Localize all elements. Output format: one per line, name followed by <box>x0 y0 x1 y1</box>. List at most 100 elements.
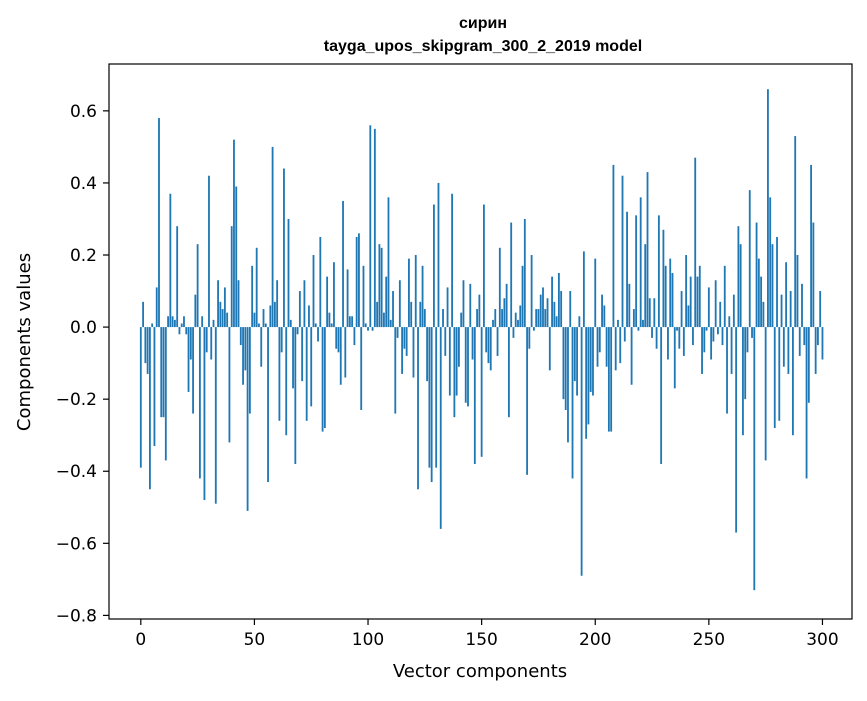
bar-18 <box>180 323 183 328</box>
bar-29 <box>205 327 208 353</box>
bar-179 <box>546 298 549 328</box>
bar-188 <box>567 327 569 443</box>
bar-47 <box>246 327 249 511</box>
bar-255 <box>719 301 722 328</box>
bar-197 <box>587 327 590 425</box>
bar-68 <box>294 327 297 465</box>
bar-67 <box>292 327 294 389</box>
bar-81 <box>323 327 326 428</box>
bar-263 <box>737 226 740 328</box>
bar-6 <box>153 327 156 447</box>
y-tick-label: −0.8 <box>56 606 97 626</box>
bar-266 <box>744 327 747 400</box>
bar-184 <box>557 273 560 328</box>
bar-213 <box>623 327 626 342</box>
bar-15 <box>173 319 176 328</box>
bar-236 <box>676 327 678 331</box>
bar-21 <box>187 327 190 392</box>
bar-177 <box>542 287 544 328</box>
bar-278 <box>771 244 774 328</box>
bar-234 <box>671 273 674 328</box>
x-tick-label: 150 <box>465 630 497 650</box>
bar-142 <box>462 280 465 328</box>
bar-207 <box>610 327 613 432</box>
bar-282 <box>780 294 783 328</box>
bar-120 <box>412 327 415 378</box>
bar-34 <box>217 280 219 328</box>
bar-281 <box>778 327 781 421</box>
bar-96 <box>358 233 360 328</box>
bar-23 <box>192 327 194 414</box>
bar-44 <box>239 327 242 346</box>
bar-109 <box>387 197 390 328</box>
bar-71 <box>301 327 304 382</box>
bar-167 <box>519 305 522 328</box>
bar-116 <box>403 327 406 349</box>
bar-203 <box>601 294 603 328</box>
bar-94 <box>353 327 356 346</box>
bar-53 <box>260 327 263 367</box>
bar-173 <box>532 327 535 331</box>
bar-224 <box>648 298 651 328</box>
bar-118 <box>408 258 410 328</box>
bar-63 <box>283 168 285 328</box>
bar-55 <box>264 323 267 328</box>
bar-92 <box>348 316 351 328</box>
bar-220 <box>639 197 642 328</box>
bar-151 <box>483 204 485 328</box>
bar-293 <box>805 327 808 479</box>
bar-122 <box>417 327 419 490</box>
x-tick-label: 50 <box>244 630 266 650</box>
bar-254 <box>717 327 719 335</box>
bar-113 <box>396 327 399 338</box>
bar-223 <box>646 172 649 328</box>
y-axis: −0.8 −0.6 −0.4 −0.2 0.0 0.2 0.4 0.6 <box>56 102 109 626</box>
y-tick-label: 0.0 <box>70 318 97 338</box>
bar-161 <box>505 283 508 328</box>
bar-141 <box>460 312 463 328</box>
bar-182 <box>553 301 556 328</box>
bar-128 <box>430 327 433 483</box>
bar-180 <box>548 327 551 371</box>
bar-36 <box>221 309 224 328</box>
bar-246 <box>698 265 701 328</box>
bar-19 <box>183 316 185 328</box>
bar-49 <box>251 265 254 328</box>
bars-group <box>139 89 824 591</box>
bar-114 <box>398 280 401 328</box>
bar-42 <box>235 186 238 328</box>
bar-299 <box>819 291 822 328</box>
bar-101 <box>369 125 372 328</box>
bar-283 <box>782 327 785 367</box>
bar-127 <box>428 327 431 468</box>
bar-230 <box>662 229 665 328</box>
bar-58 <box>271 146 274 328</box>
bar-54 <box>262 309 265 328</box>
bar-172 <box>530 255 533 328</box>
bar-193 <box>578 316 581 328</box>
bar-84 <box>330 323 333 328</box>
bar-168 <box>521 265 524 328</box>
bar-222 <box>644 244 647 328</box>
bar-164 <box>512 327 515 338</box>
bar-162 <box>507 327 510 418</box>
chart-title: сирин <box>459 15 507 32</box>
bar-3 <box>146 327 149 374</box>
bar-274 <box>762 301 765 328</box>
bar-134 <box>444 327 447 356</box>
bar-284 <box>785 262 788 328</box>
bar-100 <box>367 327 369 331</box>
x-tick-label: 0 <box>135 630 146 650</box>
bar-296 <box>812 222 815 328</box>
bar-41 <box>233 139 235 328</box>
bar-70 <box>298 291 301 328</box>
bar-144 <box>467 327 469 407</box>
bar-79 <box>319 236 322 328</box>
bar-59 <box>273 301 276 328</box>
bar-183 <box>555 316 558 328</box>
bar-228 <box>657 215 660 328</box>
bar-149 <box>478 294 481 328</box>
bar-250 <box>707 287 710 328</box>
bar-152 <box>485 327 488 353</box>
